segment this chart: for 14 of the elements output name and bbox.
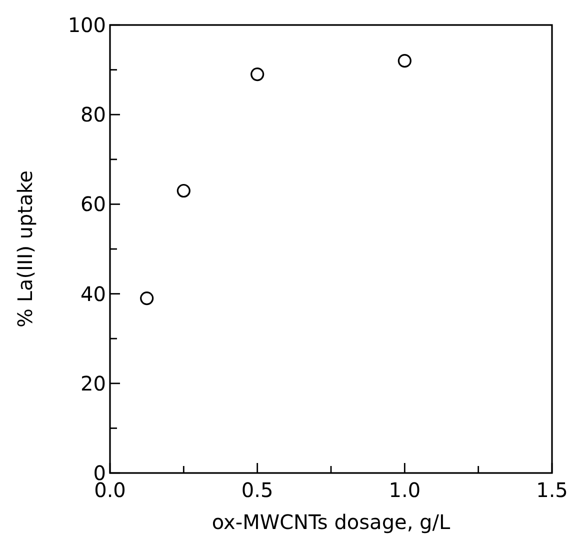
point [176,184,190,198]
y-tick-label: 80 [80,102,106,127]
x-tick-label: 0.5 [241,478,274,502]
x-axis-title: ox-MWCNTs dosage, g/L [212,510,451,534]
x-tick-label: 1.0 [388,478,421,502]
point [140,291,154,306]
y-tick-label: 40 [80,282,106,306]
y-tick-label: 60 [80,192,106,216]
point [250,67,264,82]
y-tick-label: 20 [80,371,106,396]
y-axis-title: % La(III) uptake [13,170,37,328]
y-tick-label: 100 [68,13,106,37]
x-tick-label: 1.5 [536,478,568,502]
point [398,54,412,68]
